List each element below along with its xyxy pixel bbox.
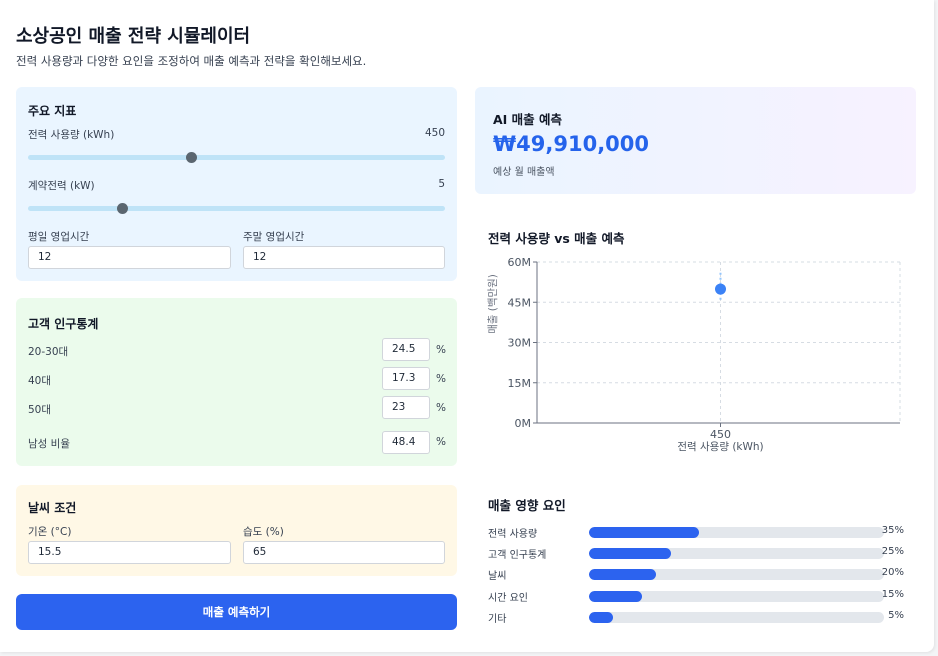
power-usage-slider[interactable] [28,152,445,163]
factors-title: 매출 영향 요인 [488,498,566,513]
y-tick-label: 60M [508,256,532,269]
ai-prediction-card: AI 매출 예측 ₩49,910,000 예상 월 매출액 [475,87,916,194]
x-tick-label: 450 [710,428,731,441]
age-20-30-label: 20-30대 [28,346,69,358]
metrics-card: 주요 지표 전력 사용량 (kWh) 450 계약전력 (kW) 5 평일 영업… [16,87,457,281]
factor-label: 전력 사용량 [488,529,538,540]
factor-percent: 25% [881,546,904,558]
factor-label: 기타 [488,613,507,625]
y-tick-label: 30M [508,337,532,350]
weather-title: 날씨 조건 [28,501,77,515]
contract-power-value: 5 [438,178,445,190]
factor-row: 고객 인구통계 25% [488,546,908,562]
x-axis-label: 전력 사용량 (kWh) [677,441,763,453]
page-title: 소상공인 매출 전략 시뮬레이터 [16,26,251,47]
contract-power-slider-thumb[interactable] [117,203,129,214]
factor-label: 시간 요인 [488,592,528,604]
weekend-hours-input[interactable]: 12 [243,246,445,269]
factor-bar-track [589,527,884,538]
demographics-card: 고객 인구통계 20-30대 24.5 % 40대 17.3 % 50대 23 … [16,298,457,466]
factor-bar-track [589,548,884,560]
ai-prediction-value: ₩49,910,000 [493,132,650,156]
contract-power-slider[interactable] [28,203,445,214]
y-tick-label: 0M [515,417,532,430]
factor-percent: 5% [888,609,904,621]
age-40-input[interactable]: 17.3 [382,367,430,390]
percent-unit: % [436,402,446,414]
chart-title: 전력 사용량 vs 매출 예측 [488,231,625,246]
data-point [715,283,726,295]
y-axis-label: 매출 (백만원) [487,274,499,334]
factor-label: 고객 인구통계 [488,550,547,562]
factor-bar-fill [589,569,657,581]
power-usage-label: 전력 사용량 (kWh) [28,129,115,141]
percent-unit: % [436,436,446,448]
y-tick-label: 45M [508,296,532,309]
factor-bar-fill [589,548,671,560]
factor-bar-fill [589,527,700,538]
metrics-title: 주요 지표 [28,104,77,118]
factor-label: 날씨 [488,571,507,583]
weekend-hours-label: 주말 영업시간 [243,231,305,243]
age-40-label: 40대 [28,375,52,387]
age-20-30-input[interactable]: 24.5 [382,338,430,361]
contract-power-label: 계약전력 (kW) [28,180,95,192]
factor-bar-fill [589,590,642,602]
weather-card: 날씨 조건 기온 (°C) 15.5 습도 (%) 65 [16,485,457,576]
factor-bar-track [589,569,884,581]
factor-row: 기타 5% [488,609,908,625]
factor-row: 날씨 20% [488,567,908,583]
predict-sales-button[interactable]: 매출 예측하기 [16,594,457,630]
age-50-input[interactable]: 23 [382,396,430,419]
factor-percent: 15% [881,588,904,600]
male-ratio-label: 남성 비율 [28,438,70,450]
weekday-hours-label: 평일 영업시간 [28,231,90,243]
factor-percent: 20% [881,567,904,579]
factor-row: 시간 요인 15% [488,588,908,604]
humidity-input[interactable]: 65 [243,541,445,564]
demographics-title: 고객 인구통계 [28,317,99,331]
page-subtitle: 전력 사용량과 다양한 요인을 조정하여 매출 예측과 전략을 확인해보세요. [16,54,367,68]
power-usage-value: 450 [424,127,445,139]
factor-percent: 35% [881,525,904,536]
male-ratio-input[interactable]: 48.4 [382,431,430,454]
factor-row: 전력 사용량 35% [488,525,908,540]
percent-unit: % [436,344,446,356]
y-tick-label: 15M [508,377,532,390]
ai-prediction-subtitle: 예상 월 매출액 [493,167,555,178]
weekday-hours-input[interactable]: 12 [28,246,231,269]
power-usage-slider-thumb[interactable] [186,152,198,163]
factor-bar-track [589,611,884,623]
temperature-label: 기온 (°C) [28,526,72,538]
factor-bar-track [589,590,884,602]
factor-bar-fill [589,611,614,623]
humidity-label: 습도 (%) [243,526,284,538]
percent-unit: % [436,373,446,385]
temperature-input[interactable]: 15.5 [28,541,231,564]
age-50-label: 50대 [28,404,52,416]
ai-prediction-title: AI 매출 예측 [493,112,563,127]
